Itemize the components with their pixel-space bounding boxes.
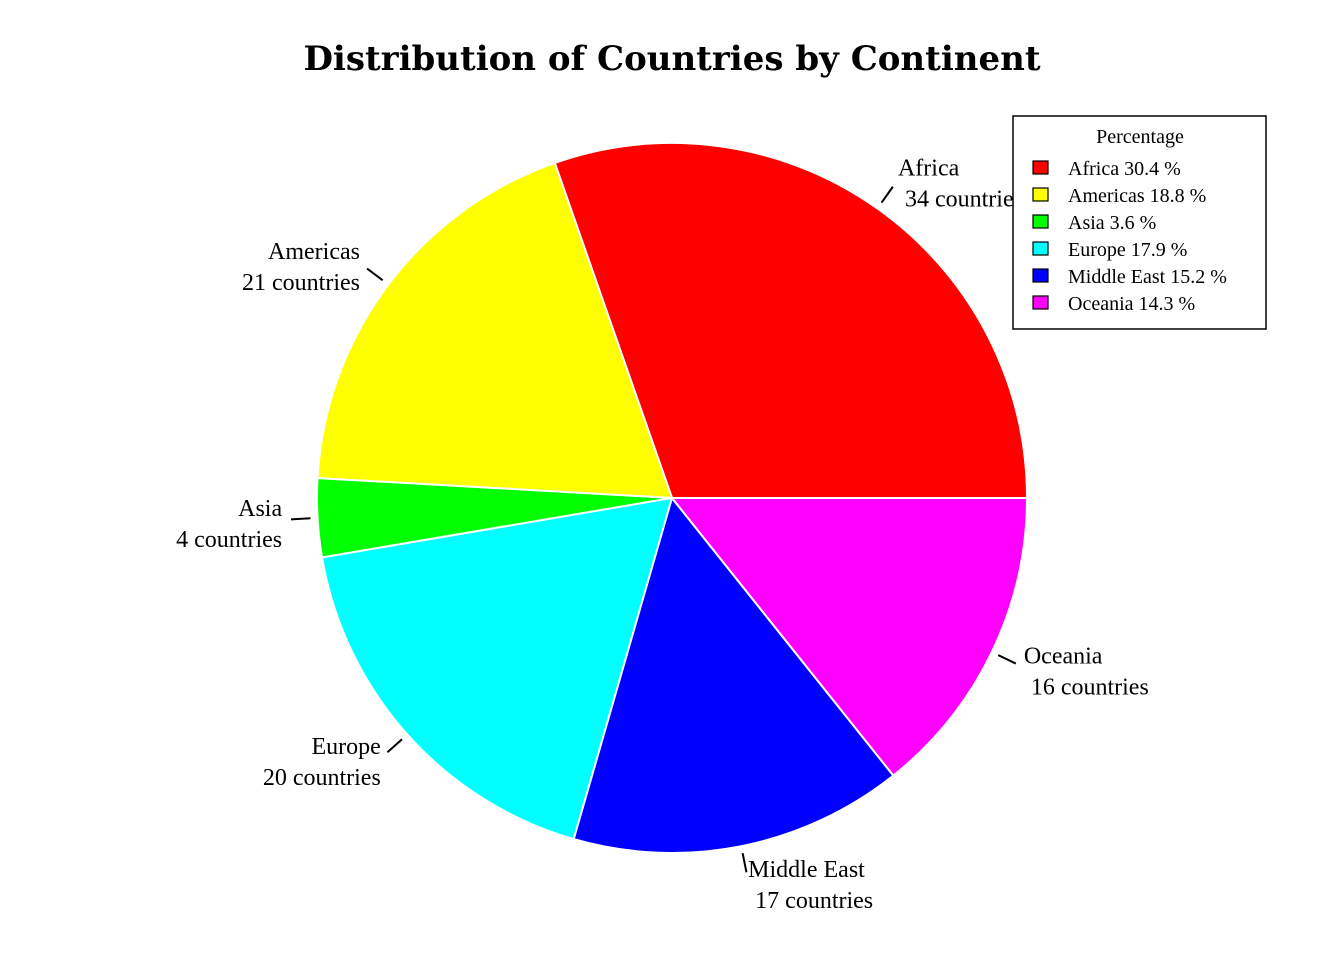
chart-title: Distribution of Countries by Continent: [303, 39, 1040, 79]
legend-items: Africa 30.4 % Americas 18.8 % Asia 3.6 % Eu…: [1032, 158, 1227, 315]
slice-label-europe: Europe 20 countries: [263, 734, 381, 791]
slice-label-middle-east: Middle East 17 countries: [748, 857, 873, 914]
legend-box: [1012, 115, 1267, 330]
slice-americas: [316, 161, 674, 500]
pie-slices: [316, 142, 1029, 854]
leader-line-europe: [386, 738, 403, 754]
legend-title: Percentage: [1096, 126, 1184, 148]
legend-swatch-europe: [1032, 241, 1049, 256]
leader-line-middle-east: [741, 852, 748, 873]
legend-label-middle-east: Middle East 15.2 %: [1068, 266, 1227, 288]
slice-africa: [553, 142, 1029, 499]
leader-line-africa: [880, 186, 894, 204]
legend-swatch-asia: [1032, 214, 1049, 229]
slice-label-africa: Africa 34 countries: [898, 156, 1023, 213]
pie-labels: Africa 34 countries Americas 21 countries As…: [176, 156, 1149, 914]
legend-swatch-africa: [1032, 160, 1049, 175]
leader-line-oceania: [997, 654, 1017, 665]
slice-label-oceania: Oceania 16 countries: [1024, 643, 1149, 700]
slice-middle-east: [572, 495, 895, 854]
leader-line-americas: [366, 267, 384, 282]
legend-label-oceania: Oceania 14.3 %: [1068, 293, 1195, 315]
legend-swatch-middle-east: [1032, 268, 1049, 283]
leader-line-asia: [290, 517, 311, 521]
slice-label-asia: Asia 4 countries: [176, 496, 282, 553]
legend-swatch-americas: [1032, 187, 1049, 202]
slice-europe: [320, 496, 674, 841]
legend-label-asia: Asia 3.6 %: [1068, 212, 1156, 234]
legend-swatch-oceania: [1032, 295, 1049, 310]
legend: Percentage Africa 30.4 %Americas 18.8 %A…: [1012, 115, 1267, 330]
legend-label-africa: Africa 30.4 %: [1068, 158, 1181, 180]
slice-oceania: [669, 497, 1029, 777]
legend-label-europe: Europe 17.9 %: [1068, 239, 1187, 261]
slice-label-americas: Americas 21 countries: [242, 239, 360, 296]
legend-label-americas: Americas 18.8 %: [1068, 185, 1206, 207]
